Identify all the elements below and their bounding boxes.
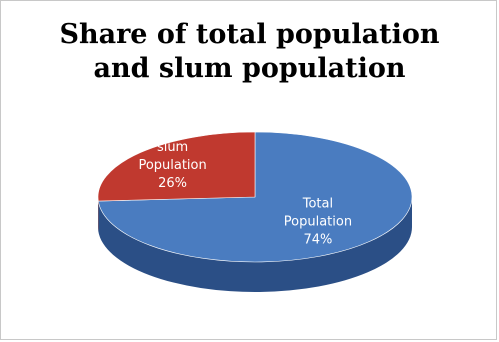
slice-0-name-label: Population <box>284 214 352 229</box>
slice-1-name-label: slum <box>157 140 188 155</box>
pie-slice-1 <box>97 131 256 202</box>
slice-1-name-label: Population <box>138 158 206 173</box>
slice-1-percent-label: 26% <box>158 176 187 191</box>
chart-title-line-1: Share of total population <box>59 19 440 50</box>
slice-0-percent-label: 74% <box>303 232 332 247</box>
chart-title-line-2: and slum population <box>93 53 406 84</box>
chart-title: Share of total population and slum popul… <box>0 18 499 86</box>
pie-side-0-0 <box>98 197 413 293</box>
slice-0-name-label: Total <box>302 196 333 211</box>
